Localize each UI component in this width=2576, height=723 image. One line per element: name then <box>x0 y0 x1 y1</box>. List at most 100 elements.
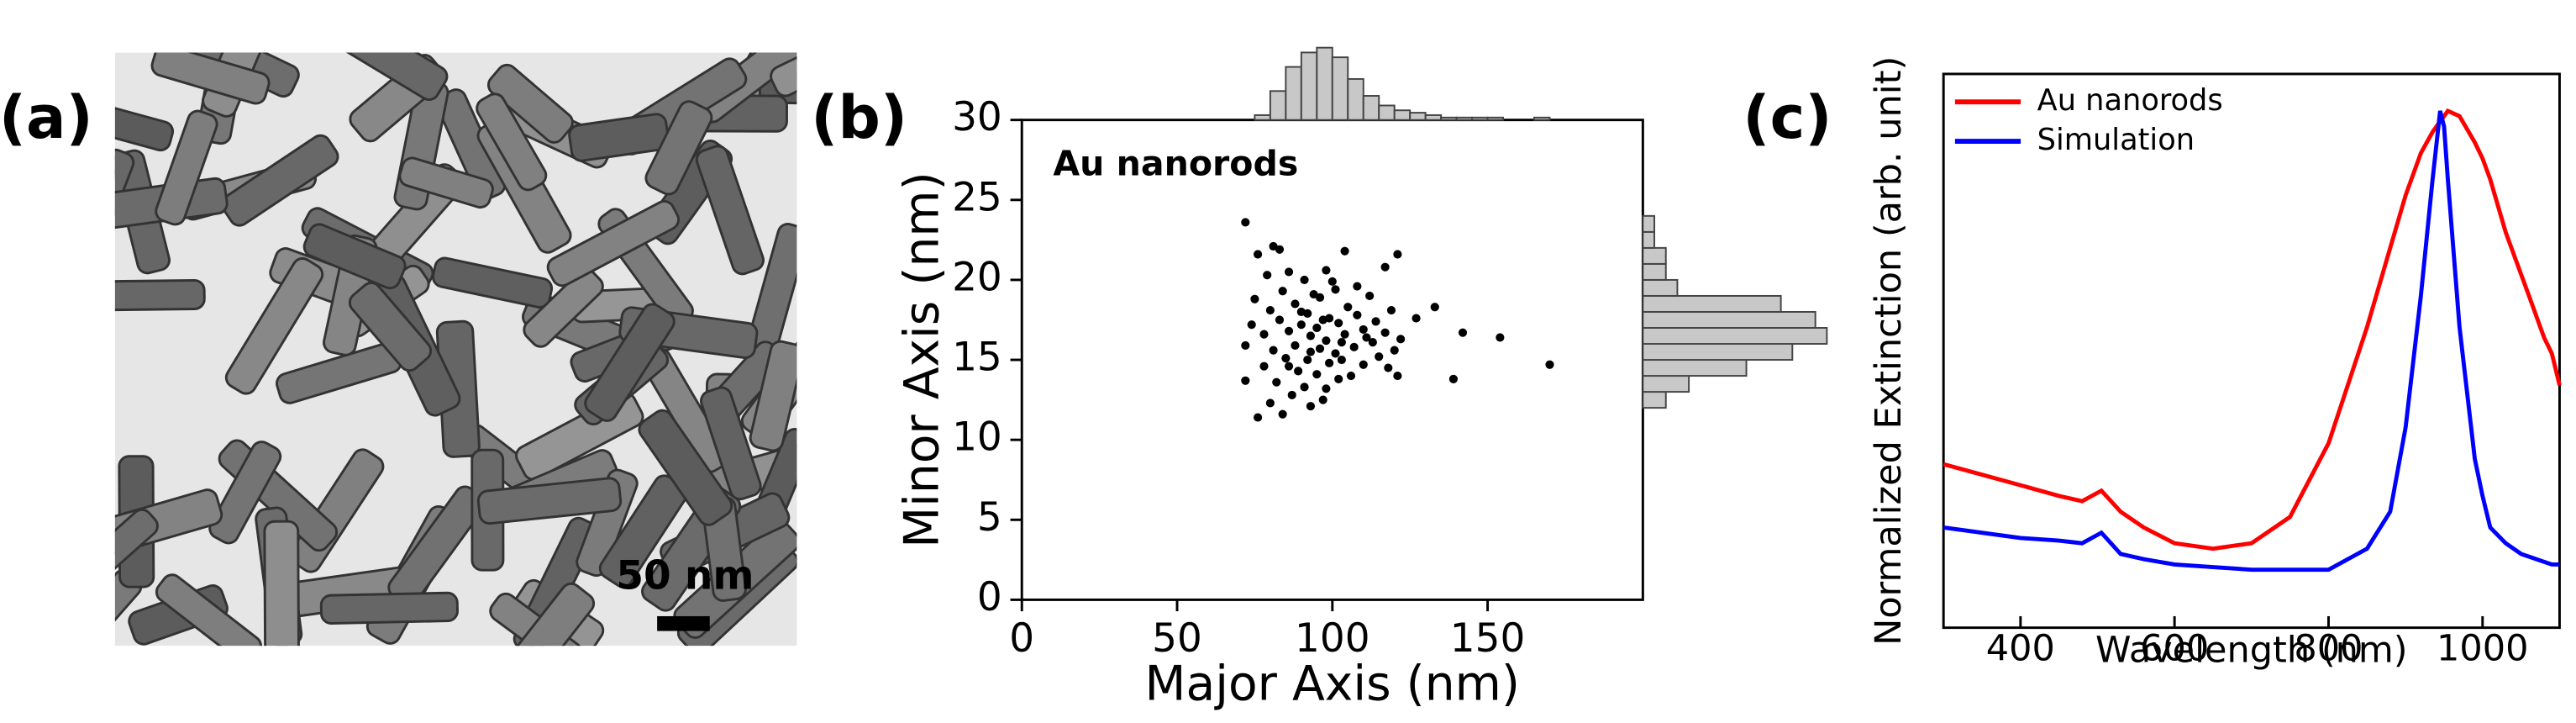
scatter-point <box>1300 275 1309 285</box>
histogram-bar <box>1393 109 1412 121</box>
scatter-point <box>1284 326 1294 335</box>
scatter-point <box>1343 303 1353 312</box>
data-line <box>1943 110 2560 573</box>
histogram-bar <box>1440 116 1458 121</box>
scatter-point <box>1390 346 1399 355</box>
histogram-bar <box>1455 116 1474 121</box>
scatter-point <box>1284 362 1294 371</box>
scatter-point <box>1275 245 1285 254</box>
y-tick-label: 20 <box>952 254 1002 300</box>
scatter-point <box>1265 398 1275 408</box>
scatter-point <box>1327 277 1337 286</box>
scatter-point <box>1368 338 1377 347</box>
y-axis-label: Minor Axis (nm) <box>894 172 949 548</box>
histogram-bar <box>1642 343 1794 362</box>
scatter-point <box>1306 347 1316 356</box>
histogram-bar <box>1533 116 1551 121</box>
scatter-point <box>1281 354 1291 363</box>
scatter-point <box>1337 338 1346 347</box>
histogram-bar <box>1642 278 1679 297</box>
scatter-point <box>1318 395 1327 404</box>
histogram-bar <box>1300 51 1318 121</box>
histogram-bar <box>1642 359 1748 377</box>
scatter-point <box>1380 262 1390 272</box>
histogram-bar <box>1409 112 1427 121</box>
nanorod <box>302 223 407 290</box>
histogram-bar <box>1285 66 1302 121</box>
x-tick-label: 50 <box>1152 615 1202 662</box>
nanorod <box>114 508 159 618</box>
scatter-point <box>1353 310 1362 319</box>
histogram-bar <box>1642 310 1816 329</box>
scatter-point <box>1278 409 1287 419</box>
scatter-point <box>1349 342 1359 351</box>
histogram-bar <box>1642 391 1667 409</box>
legend-label: Au nanorods <box>2037 83 2223 118</box>
scatter-point <box>1241 340 1250 351</box>
scatter-point <box>1337 355 1346 365</box>
histogram-bar <box>1254 113 1271 121</box>
x-tick-label: 800 <box>2294 628 2363 670</box>
scatter-point <box>1250 294 1259 303</box>
scatter-point <box>1315 344 1325 353</box>
scatter-point <box>1430 303 1439 312</box>
scatter-point <box>1396 335 1406 344</box>
panel-label: (a) <box>0 83 93 152</box>
y-tick-label: 30 <box>952 94 1002 140</box>
nanorod <box>263 520 300 646</box>
nanorod <box>155 573 263 646</box>
scatter-point <box>1278 287 1287 296</box>
nanorod <box>700 386 762 501</box>
histogram-bar <box>1642 262 1667 281</box>
histogram-bar <box>1362 95 1380 121</box>
scatter-point <box>1241 218 1250 227</box>
nanorod <box>114 100 175 152</box>
scatter-point <box>1263 271 1272 280</box>
scatter-point <box>1322 336 1331 346</box>
nanorod <box>476 92 548 192</box>
x-tick-label: 600 <box>2140 628 2209 670</box>
data-line <box>1943 108 2562 551</box>
scatter-point <box>1318 315 1327 325</box>
plot-frame <box>1020 119 1644 601</box>
scatter-point <box>1322 266 1331 275</box>
scatter-point <box>1296 320 1306 330</box>
scatter-point <box>1296 307 1306 317</box>
scatter-point <box>1353 282 1362 291</box>
nanorod <box>208 441 282 545</box>
scatter-point <box>1291 340 1300 351</box>
nanorod <box>486 63 574 144</box>
scatter-point <box>1359 325 1368 334</box>
nanorod <box>319 591 459 625</box>
scatter-point <box>1247 320 1256 330</box>
scatter-point <box>1272 377 1281 387</box>
histogram-bar <box>1331 56 1349 121</box>
x-axis-label: Major Axis (nm) <box>1145 657 1521 712</box>
x-tick-label: 150 <box>1450 615 1526 662</box>
nanorod <box>150 52 271 105</box>
nanorod <box>546 200 681 288</box>
scatter-point <box>1545 360 1554 369</box>
nanorod <box>638 409 733 526</box>
scatter-point <box>1386 305 1396 315</box>
histogram-bar <box>1378 104 1396 121</box>
scatter-point <box>1315 293 1325 302</box>
histogram-bar <box>1642 294 1782 313</box>
histogram-bar <box>1486 116 1505 121</box>
nanorod <box>432 256 554 309</box>
y-tick-label: 15 <box>952 335 1002 381</box>
histogram-bar <box>1269 90 1287 121</box>
histogram-bar <box>1424 113 1443 121</box>
scatter-point <box>1259 330 1269 339</box>
scatter-point <box>1359 360 1368 369</box>
scatter-point <box>1362 333 1371 342</box>
histogram-bar <box>1316 46 1333 121</box>
scatter-point <box>1241 376 1250 385</box>
scatter-point <box>1393 371 1402 381</box>
scatter-point <box>1365 291 1375 301</box>
scatter-point <box>1303 355 1312 365</box>
x-tick-label: 0 <box>1009 615 1034 662</box>
scatter-point <box>1291 299 1300 309</box>
